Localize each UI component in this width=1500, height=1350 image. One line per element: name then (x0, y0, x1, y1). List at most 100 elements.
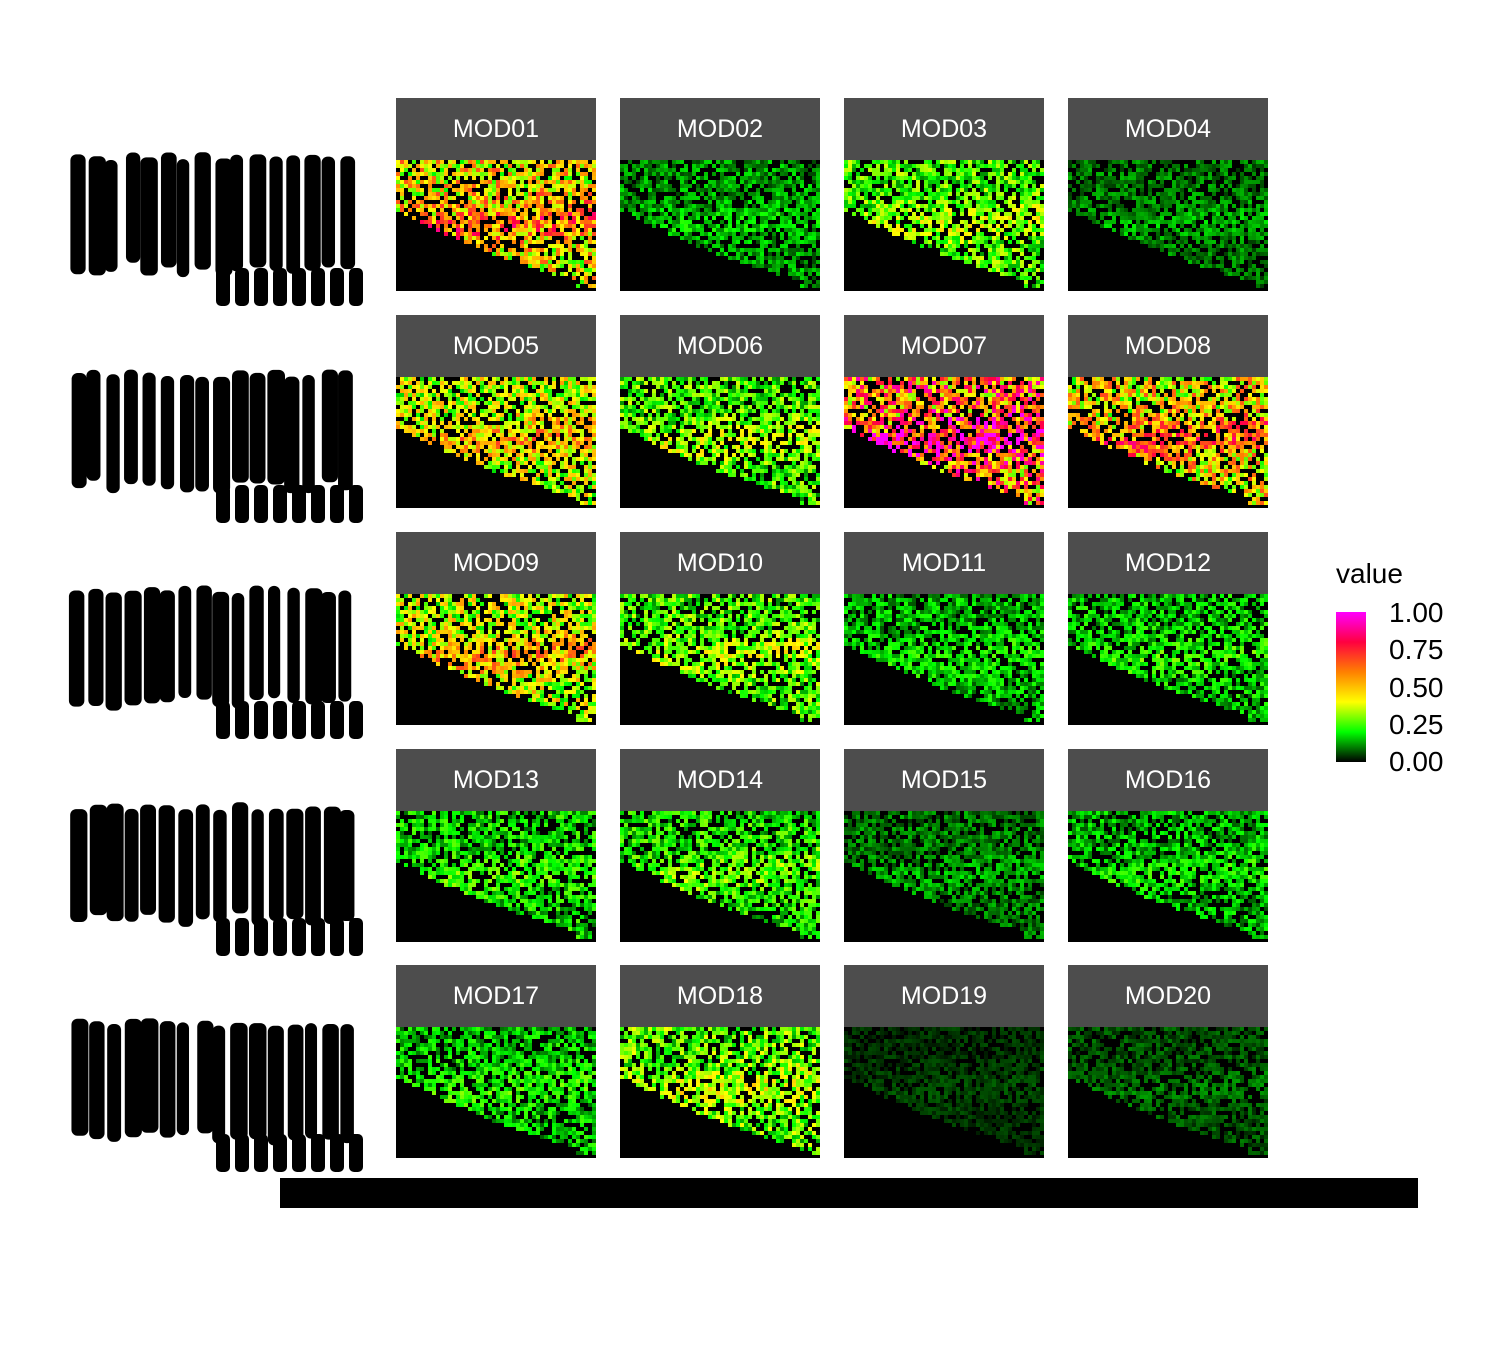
heat-spot (504, 184, 508, 188)
heat-spot (1256, 180, 1260, 184)
heat-spot (1092, 184, 1096, 188)
label-glyph (178, 809, 194, 927)
heat-spot (424, 433, 428, 437)
heat-spot (900, 208, 904, 212)
heat-spot (728, 184, 732, 188)
heat-spot (980, 256, 984, 260)
heat-spot (1004, 236, 1008, 240)
heat-spot (1204, 220, 1208, 224)
heat-spot (464, 172, 468, 176)
heat-spot (740, 180, 744, 184)
heat-spot (1244, 164, 1248, 168)
heat-spot (888, 176, 892, 180)
heat-spot (684, 401, 688, 405)
label-glyph (140, 804, 157, 915)
heat-spot (924, 160, 928, 164)
heat-spot (588, 385, 592, 389)
heat-spot (768, 429, 772, 433)
heat-spot (1032, 192, 1036, 196)
heat-spot (532, 457, 536, 461)
heat-spot (744, 385, 748, 389)
heat-spot (912, 192, 916, 196)
heat-spot (680, 216, 684, 220)
heat-spot (456, 445, 460, 449)
heat-spot (1008, 252, 1012, 256)
heat-spot (536, 389, 540, 393)
heat-spot (1248, 248, 1252, 252)
heat-spot (484, 389, 488, 393)
heat-spot (1200, 204, 1204, 208)
heat-spot (656, 401, 660, 405)
heat-spot (700, 164, 704, 168)
heat-spot (1228, 244, 1232, 248)
heat-spot (792, 228, 796, 232)
heat-spot (500, 248, 504, 252)
heat-spot (536, 240, 540, 244)
heat-spot (564, 433, 568, 437)
heat-spot (536, 441, 540, 445)
heat-spot (452, 204, 456, 208)
heat-spot (968, 224, 972, 228)
heat-spot (728, 244, 732, 248)
heat-spot (804, 413, 808, 417)
heat-spot (976, 232, 980, 236)
label-glyph (321, 156, 336, 268)
heat-spot (1184, 184, 1188, 188)
heat-spot (532, 477, 536, 481)
heat-spot (524, 409, 528, 413)
heat-spot (1024, 280, 1028, 284)
label-glyph (292, 268, 306, 306)
heat-spot (684, 377, 688, 381)
heat-spot (808, 409, 812, 413)
heat-spot (684, 389, 688, 393)
heat-spot (464, 377, 468, 381)
heat-spot (744, 180, 748, 184)
heat-spot (496, 457, 500, 461)
heat-spot (480, 160, 484, 164)
heat-spot (476, 449, 480, 453)
heat-spot (528, 425, 532, 429)
heat-spot (812, 284, 816, 288)
heat-spot (552, 196, 556, 200)
heat-spot (684, 429, 688, 433)
heat-spot (460, 172, 464, 176)
heat-spot (572, 381, 576, 385)
heat-spot (468, 389, 472, 393)
heat-spot (660, 216, 664, 220)
heat-spot (964, 160, 968, 164)
heat-spot (416, 172, 420, 176)
label-glyph (249, 154, 267, 268)
heat-spot (1036, 220, 1040, 224)
heat-spot (732, 184, 736, 188)
heat-spot (1120, 192, 1124, 196)
heat-spot (568, 453, 572, 457)
heat-spot (1124, 184, 1128, 188)
heat-spot (1136, 160, 1140, 164)
heat-spot (676, 172, 680, 176)
heat-spot (1260, 168, 1264, 172)
heat-spot (488, 176, 492, 180)
heat-spot (964, 252, 968, 256)
label-glyph (230, 154, 244, 272)
heat-spot (688, 192, 692, 196)
heat-spot (752, 220, 756, 224)
heat-spot (924, 216, 928, 220)
heat-spot (1000, 244, 1004, 248)
heat-spot (1240, 196, 1244, 200)
heat-spot (1176, 228, 1180, 232)
heat-spot (496, 465, 500, 469)
heat-spot (528, 188, 532, 192)
heat-spot (736, 224, 740, 228)
heat-spot (468, 168, 472, 172)
heat-spot (528, 160, 532, 164)
heat-spot (884, 220, 888, 224)
heat-spot (1180, 188, 1184, 192)
heat-spot (540, 228, 544, 232)
heat-spot (1224, 180, 1228, 184)
heat-spot (708, 200, 712, 204)
heat-spot (1240, 200, 1244, 204)
heat-spot (400, 381, 404, 385)
heat-spot (956, 200, 960, 204)
heat-spot (592, 260, 596, 264)
heat-spot (400, 413, 404, 417)
